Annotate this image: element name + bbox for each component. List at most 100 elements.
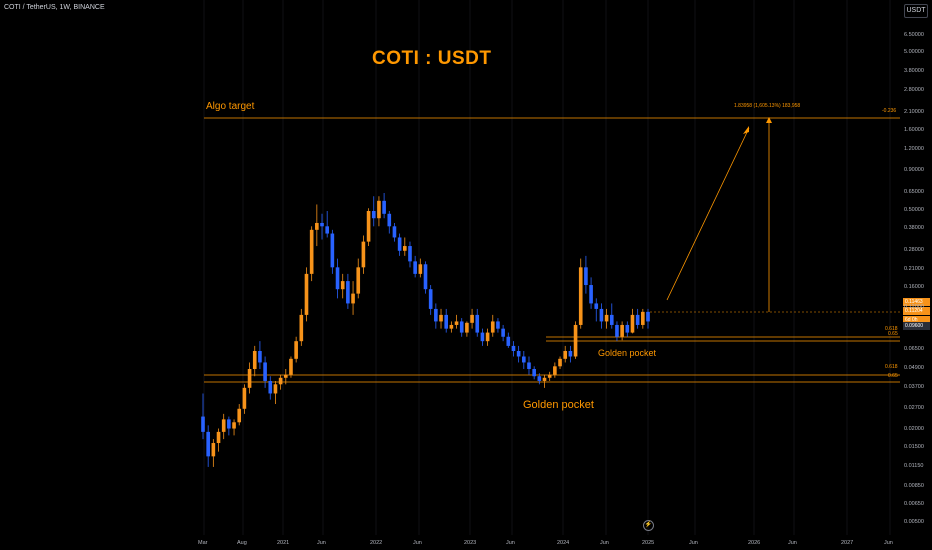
candle: [578, 267, 583, 325]
y-axis-tick: 0.21000: [904, 266, 924, 272]
level-gp1-618: 0.618: [885, 364, 898, 370]
candle: [522, 356, 526, 363]
y-axis-tick: 0.50000: [904, 207, 924, 213]
candle: [377, 200, 381, 219]
candle: [304, 273, 309, 315]
y-axis-tick: 3.80000: [904, 68, 924, 74]
candle: [609, 314, 614, 325]
candle: [242, 387, 247, 409]
candle: [454, 321, 459, 325]
candle: [449, 324, 454, 329]
y-axis-tick: 0.02000: [904, 426, 924, 432]
candle: [625, 324, 630, 333]
candle: [371, 211, 376, 219]
y-axis-tick: 6.50000: [904, 32, 924, 38]
y-axis-tick: 0.38000: [904, 225, 924, 231]
candle: [615, 324, 619, 337]
candle: [315, 222, 319, 230]
measure-arrow-head: [766, 117, 772, 123]
y-axis-tick: 0.16000: [904, 284, 924, 290]
candle: [428, 289, 433, 309]
candle: [635, 314, 640, 325]
y-axis-tick: 1.60000: [904, 127, 924, 133]
candle: [232, 422, 236, 429]
x-axis-tick: Jun: [689, 540, 698, 546]
candle: [537, 376, 542, 381]
candle: [346, 281, 350, 304]
candle: [496, 321, 500, 329]
candle: [206, 431, 210, 457]
candle: [397, 237, 402, 251]
projection-arrow-line: [666, 127, 750, 301]
candle: [547, 374, 552, 378]
candle: [490, 321, 495, 333]
candle: [434, 308, 438, 322]
candle: [258, 350, 262, 363]
candle: [620, 324, 624, 337]
y-axis-tick: 0.90000: [904, 167, 924, 173]
candle: [558, 358, 562, 367]
x-axis-tick: 2021: [277, 540, 290, 546]
candle: [553, 366, 557, 375]
candle: [423, 264, 428, 290]
level-gp2-65: 0.65: [888, 331, 898, 337]
candle: [439, 314, 443, 322]
y-axis-tick: 0.28000: [904, 247, 924, 253]
candle: [237, 408, 242, 423]
y-axis-tick: 0.12000: [904, 304, 924, 310]
candle: [599, 308, 604, 322]
candle: [299, 314, 304, 342]
x-axis-tick: 2025: [642, 540, 655, 546]
candle: [247, 369, 252, 388]
y-axis-tick: 0.00850: [904, 483, 924, 489]
candle: [356, 267, 361, 294]
candle: [475, 314, 480, 333]
chart-annotations: [204, 117, 900, 383]
y-axis-tick: 0.65000: [904, 189, 924, 195]
candle: [532, 369, 536, 377]
x-axis-tick: 2024: [557, 540, 570, 546]
candle: [465, 322, 469, 333]
candle: [320, 222, 324, 227]
level-gp1-65: 0.65: [888, 373, 898, 379]
chart-grid: [203, 0, 891, 535]
candle: [584, 267, 588, 286]
x-axis-tick: Jun: [413, 540, 422, 546]
candle: [351, 293, 355, 304]
price-tag-high: 0.11463: [903, 298, 930, 306]
candle: [506, 336, 511, 346]
candle: [330, 233, 335, 268]
candle: [444, 314, 449, 329]
y-axis-tick: 0.01500: [904, 444, 924, 450]
measure-label: 1.83958 (1,605.13%) 183,958: [734, 103, 801, 109]
candle: [227, 419, 231, 429]
bolt-icon[interactable]: ⚡: [643, 520, 654, 531]
currency-button[interactable]: USDT: [904, 4, 928, 18]
y-axis-tick: 2.80000: [904, 87, 924, 93]
candle: [392, 226, 397, 238]
y-axis-tick: 0.03700: [904, 384, 924, 390]
candle: [646, 311, 650, 322]
x-axis-tick: Jun: [317, 540, 326, 546]
candle: [573, 324, 578, 357]
candle: [340, 281, 345, 290]
y-axis-tick: 0.04900: [904, 365, 924, 371]
candle: [382, 200, 386, 214]
candle: [278, 377, 283, 385]
candle: [470, 314, 474, 323]
candle: [289, 358, 293, 375]
candle: [252, 350, 257, 369]
candle: [459, 321, 464, 333]
y-axis-tick: 1.20000: [904, 146, 924, 152]
x-axis-tick: 2022: [370, 540, 383, 546]
candle: [641, 311, 645, 325]
candle: [480, 332, 485, 342]
candle: [501, 328, 505, 337]
y-axis-tick: 5.00000: [904, 49, 924, 55]
y-axis-tick: 2.10000: [904, 109, 924, 115]
candle: [211, 443, 216, 457]
x-axis-tick: 2027: [841, 540, 854, 546]
chart-title: COTI : USDT: [372, 48, 492, 69]
projection-arrow-head: [743, 126, 749, 134]
